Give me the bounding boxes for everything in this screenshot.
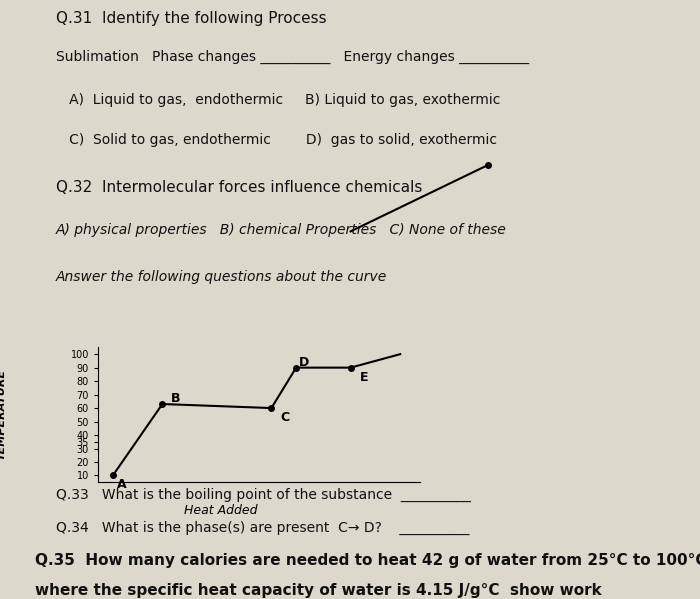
Text: Sublimation   Phase changes __________   Energy changes __________: Sublimation Phase changes __________ Ene… xyxy=(56,50,529,65)
Text: Q.35  How many calories are needed to heat 42 g of water from 25°C to 100°C?: Q.35 How many calories are needed to hea… xyxy=(35,553,700,568)
Text: E: E xyxy=(360,371,368,383)
Text: A)  Liquid to gas,  endothermic     B) Liquid to gas, exothermic: A) Liquid to gas, endothermic B) Liquid … xyxy=(56,93,500,107)
Text: C)  Solid to gas, endothermic        D)  gas to solid, exothermic: C) Solid to gas, endothermic D) gas to s… xyxy=(56,133,497,147)
Text: B: B xyxy=(172,392,181,405)
Text: Q.34   What is the phase(s) are present  C→ D?    __________: Q.34 What is the phase(s) are present C→… xyxy=(56,521,470,536)
Text: Answer the following questions about the curve: Answer the following questions about the… xyxy=(56,270,387,283)
Text: C: C xyxy=(280,411,289,424)
Text: Q.32  Intermolecular forces influence chemicals: Q.32 Intermolecular forces influence che… xyxy=(56,180,422,195)
Text: where the specific heat capacity of water is 4.15 J/g°C  show work: where the specific heat capacity of wate… xyxy=(35,583,602,598)
Text: A: A xyxy=(117,479,127,491)
Text: Q.31  Identify the following Process: Q.31 Identify the following Process xyxy=(56,11,327,26)
Text: Q.33   What is the boiling point of the substance  __________: Q.33 What is the boiling point of the su… xyxy=(56,488,471,502)
Text: D: D xyxy=(299,356,309,369)
Text: TEMPERATURE: TEMPERATURE xyxy=(0,369,6,461)
Text: Heat Added: Heat Added xyxy=(183,504,257,517)
Text: A) physical properties   B) chemical Properties   C) None of these: A) physical properties B) chemical Prope… xyxy=(56,223,507,237)
